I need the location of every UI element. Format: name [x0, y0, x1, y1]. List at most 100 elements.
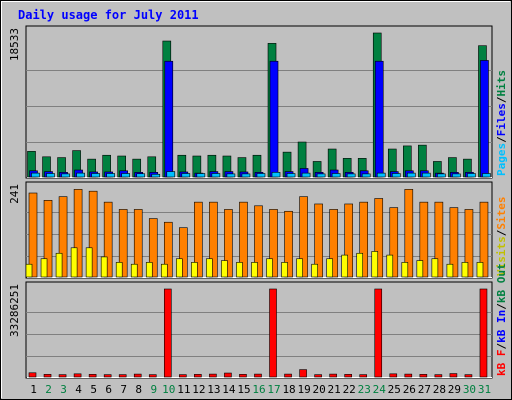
- bar-files: [480, 60, 489, 178]
- x-tick-label: 12: [192, 383, 205, 396]
- bar-files: [164, 60, 174, 178]
- bar-visits: [70, 247, 78, 278]
- x-tick-label: 27: [418, 383, 431, 396]
- bar-visits: [281, 262, 288, 278]
- bar-kb-f: [344, 374, 352, 378]
- bar-pages: [136, 173, 146, 178]
- bar-kb-f: [118, 374, 127, 378]
- bar-sites: [239, 201, 248, 278]
- bar-files: [374, 60, 384, 178]
- bar-sites: [254, 205, 263, 278]
- bar-pages: [181, 173, 191, 178]
- bar-kb-f: [239, 374, 247, 378]
- bar-pages: [316, 173, 326, 178]
- legend-entry: Files: [495, 103, 508, 136]
- bar-kb-f: [314, 374, 322, 378]
- bar-pages: [31, 172, 40, 178]
- bar-pages: [286, 173, 296, 178]
- bar-pages: [61, 173, 70, 178]
- legend-entry: /: [495, 343, 508, 350]
- x-tick-label: 20: [313, 383, 326, 396]
- x-tick-label: 22: [343, 383, 356, 396]
- bar-visits: [326, 258, 333, 278]
- bar-kb-f: [194, 374, 202, 378]
- bar-visits: [206, 258, 213, 278]
- bar-sites: [28, 192, 38, 278]
- x-tick-label: 2: [45, 383, 52, 396]
- bar-visits: [191, 262, 198, 278]
- legend-entry: /: [495, 303, 508, 310]
- bar-kb-f: [224, 372, 232, 378]
- bar-visits: [130, 263, 138, 278]
- bar-pages: [346, 173, 356, 178]
- bar-kb-f: [419, 374, 428, 378]
- bar-visits: [40, 258, 48, 278]
- x-tick-label: 26: [403, 383, 416, 396]
- bar-kb-f: [359, 374, 368, 378]
- bar-visits: [311, 263, 318, 278]
- bar-kb-f: [404, 373, 413, 378]
- panel-background: [25, 25, 493, 179]
- bar-kb-f: [28, 372, 37, 378]
- x-tick-label: 18: [282, 383, 295, 396]
- bar-sites: [419, 201, 429, 278]
- bar-sites: [179, 227, 188, 278]
- x-axis-labels: 1 2 3 4 5 6 7 8 9 10 11 12 13 14 15 16 17 18 19 20 21 22 23 24 2…: [30, 383, 491, 396]
- bar-visits: [145, 262, 153, 278]
- x-tick-label: 25: [388, 383, 401, 396]
- bar-sites: [329, 209, 338, 278]
- bar-pages: [301, 172, 311, 178]
- bar-kb-f: [269, 288, 277, 378]
- x-tick-label: 10: [162, 383, 175, 396]
- bar-visits: [416, 260, 424, 278]
- chart-title: Daily usage for July 2011: [18, 8, 199, 22]
- x-tick-label: 4: [75, 383, 82, 396]
- bar-visits: [176, 258, 183, 278]
- bar-kb-f: [209, 373, 217, 378]
- panel-visits: 241 Visits/Sites: [8, 181, 508, 279]
- bar-pages: [151, 173, 161, 178]
- bar-sites: [148, 218, 158, 278]
- x-tick-label: 11: [177, 383, 190, 396]
- bar-pages: [46, 173, 55, 178]
- bar-visits: [236, 262, 243, 278]
- bar-visits: [85, 247, 93, 278]
- bar-kb-f: [103, 374, 112, 378]
- bar-kb-f: [148, 374, 157, 378]
- bar-sites: [284, 210, 293, 278]
- bar-visits: [386, 254, 394, 278]
- bar-visits: [55, 252, 63, 278]
- bar-sites: [404, 189, 414, 278]
- x-tick-label: 28: [433, 383, 446, 396]
- bar-sites: [58, 196, 68, 278]
- bar-sites: [103, 201, 113, 278]
- bar-visits: [401, 262, 409, 278]
- bar-visits: [461, 262, 469, 278]
- bar-sites: [88, 190, 98, 278]
- panel-background: [25, 281, 493, 379]
- bar-kb-f: [133, 373, 142, 378]
- bar-sites: [194, 201, 203, 278]
- bar-pages: [76, 172, 85, 178]
- x-tick-label: 5: [90, 383, 97, 396]
- x-tick-label: 30: [463, 383, 476, 396]
- bar-kb-f: [374, 288, 383, 378]
- bar-visits: [356, 252, 364, 278]
- bar-kb-f: [479, 288, 488, 378]
- bar-visits: [160, 263, 168, 278]
- x-tick-label: 15: [237, 383, 250, 396]
- bar-sites: [163, 221, 173, 278]
- y-max-label: 18533: [8, 28, 21, 61]
- bar-pages: [452, 173, 461, 178]
- bar-pages: [376, 172, 386, 178]
- x-tick-label: 14: [222, 383, 236, 396]
- bar-pages: [361, 173, 371, 178]
- bar-kb-f: [73, 373, 82, 378]
- bar-sites: [479, 201, 489, 278]
- y-max-label: 241: [8, 184, 21, 204]
- x-tick-label: 31: [478, 383, 491, 396]
- bar-pages: [256, 173, 266, 178]
